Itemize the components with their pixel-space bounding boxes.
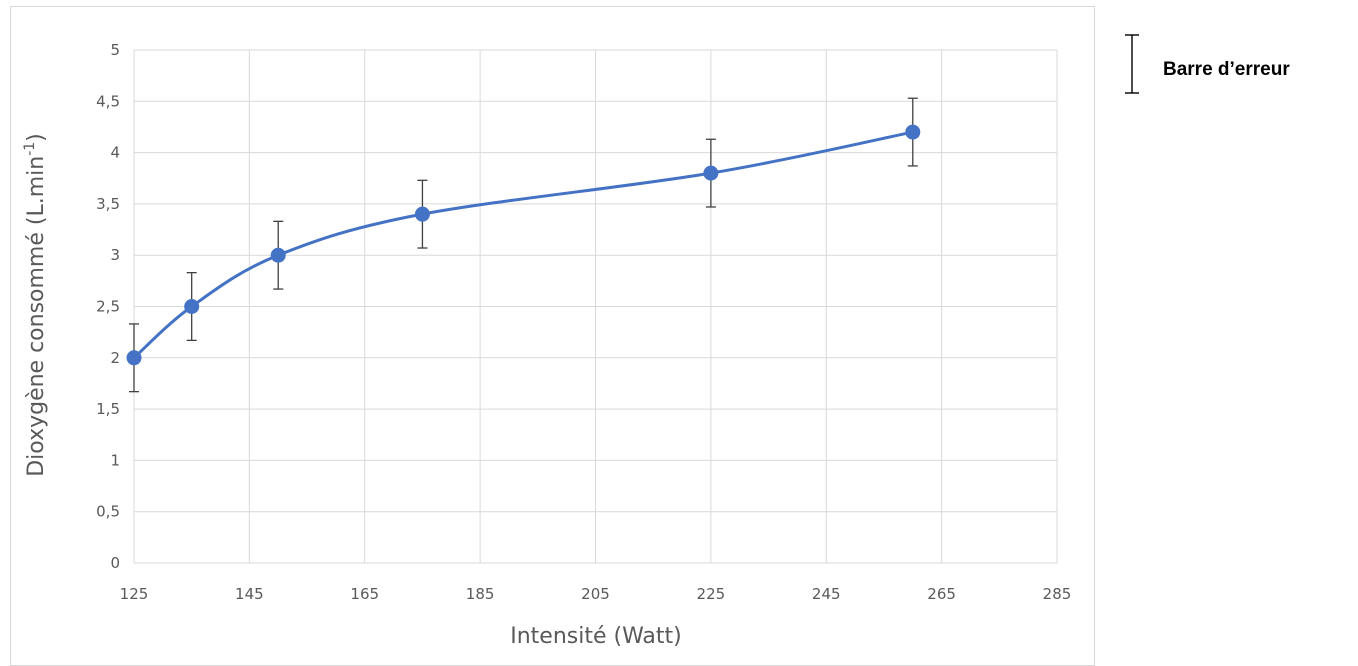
y-tick-labels: 0 0,5 1 1,5 2 2,5 3 3,5 4 4,5 5 (96, 41, 120, 572)
data-point (414, 206, 430, 222)
data-point (184, 299, 200, 314)
y-tick-label: 4 (110, 144, 120, 162)
x-tick-label: 265 (927, 585, 956, 603)
error-bars (129, 97, 918, 393)
x-tick-label: 165 (350, 585, 379, 603)
y-axis-title: Dioxygène consommé (L.min-1) (22, 133, 49, 477)
x-tick-label: 125 (120, 585, 149, 603)
x-tick-label: 285 (1043, 585, 1072, 603)
y-tick-label: 5 (110, 41, 120, 59)
y-tick-label: 0 (110, 554, 120, 572)
y-axis-title-sup: -1 (22, 142, 38, 156)
series-line-group (132, 130, 915, 360)
series-line (132, 130, 915, 360)
data-point (905, 124, 921, 140)
legend-errorbar-icon (1125, 34, 1139, 94)
x-tick-label: 225 (697, 585, 726, 603)
y-tick-label: 1,5 (96, 400, 120, 418)
data-point (703, 165, 719, 181)
x-tick-label: 245 (812, 585, 841, 603)
y-tick-label: 2,5 (96, 298, 120, 316)
y-axis-title-main: Dioxygène consommé (L.min (24, 156, 49, 477)
x-tick-labels: 125 145 165 185 205 225 245 265 285 (120, 585, 1072, 603)
x-axis-title: Intensité (Watt) (510, 624, 682, 649)
gridlines (133, 49, 1058, 564)
legend: Barre d’erreur (1125, 34, 1290, 94)
y-tick-label: 1 (110, 451, 120, 469)
y-tick-label: 0,5 (96, 503, 120, 521)
y-tick-label: 2 (110, 349, 120, 367)
x-tick-label: 205 (581, 585, 610, 603)
data-points (126, 124, 921, 366)
legend-label: Barre d’erreur (1163, 59, 1290, 80)
data-point (270, 247, 286, 263)
x-tick-label: 145 (235, 585, 264, 603)
x-tick-label: 185 (466, 585, 495, 603)
y-tick-label: 3,5 (96, 195, 120, 213)
y-tick-label: 3 (110, 246, 120, 264)
data-point (126, 350, 142, 366)
y-tick-label: 4,5 (96, 92, 120, 110)
y-axis-title-close: ) (24, 133, 49, 142)
